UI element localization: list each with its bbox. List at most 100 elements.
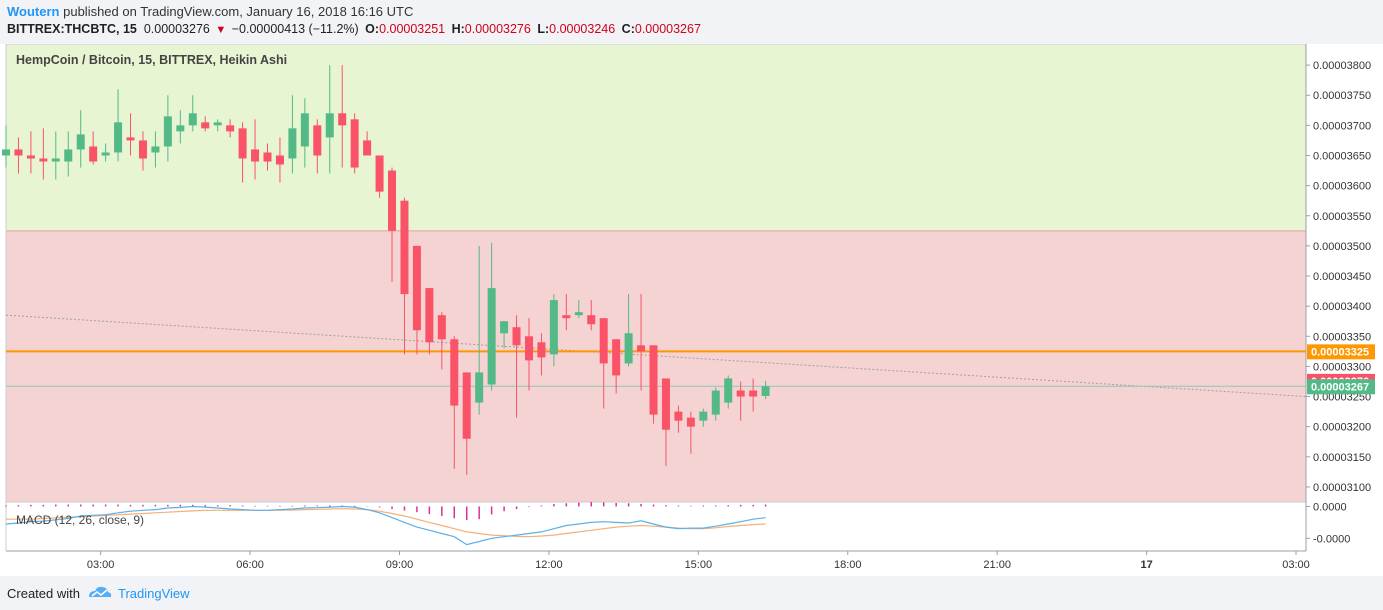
y-tick-label: 0.00003750 — [1313, 90, 1371, 102]
candle-body — [325, 113, 334, 138]
candle-body — [363, 140, 372, 156]
chart-area[interactable]: 0.00003800 0.00003750 0.00003700 0.00003650… — [0, 44, 1383, 576]
candle-body — [612, 339, 621, 376]
y-tick-label: 0.00003200 — [1313, 422, 1371, 434]
candle-body — [425, 288, 434, 343]
y-tick-label: 0.00003600 — [1313, 181, 1371, 193]
y-tick-label: 0.00003800 — [1313, 60, 1371, 72]
macd-y-tick-label: -0.0000 — [1313, 533, 1350, 545]
candle-body — [226, 125, 235, 132]
candle-body — [350, 119, 359, 168]
candle-body — [288, 128, 297, 159]
candle-body — [201, 122, 210, 129]
candle-body — [400, 200, 409, 295]
y-tick-label: 0.00003100 — [1313, 482, 1371, 494]
candle-body — [686, 417, 695, 427]
candle-body — [512, 327, 521, 346]
candle-body — [138, 140, 147, 159]
y-tick-label: 0.00003700 — [1313, 120, 1371, 132]
candles-layer — [2, 65, 770, 475]
x-tick-label: 18:00 — [834, 559, 862, 571]
top-bar: Woutern published on TradingView.com, Ja… — [0, 0, 1383, 44]
candle-body — [151, 146, 160, 153]
candle-body — [574, 312, 583, 316]
candle-body — [761, 386, 770, 396]
candle-body — [524, 336, 533, 361]
down-triangle-icon: ▼ — [215, 24, 227, 36]
y-tick-label: 0.00003550 — [1313, 211, 1371, 223]
candle-body — [624, 333, 633, 364]
candle-body — [176, 125, 185, 132]
candle-body — [313, 125, 322, 156]
candle-body — [749, 390, 758, 397]
candle-body — [238, 128, 247, 159]
x-tick-label: 03:00 — [1282, 559, 1310, 571]
candle-body — [437, 315, 446, 340]
candle-body — [188, 113, 197, 126]
candle-body — [163, 116, 172, 147]
high-value: 0.00003276 — [464, 22, 531, 36]
candle-body — [2, 149, 10, 156]
resistance-zone — [6, 44, 1306, 231]
y-tick-label: 0.00003300 — [1313, 361, 1371, 373]
candle-body — [76, 134, 85, 150]
open-label: O: — [365, 22, 380, 36]
x-tick-label: 12:00 — [535, 559, 563, 571]
y-tick-label: 0.00003150 — [1313, 452, 1371, 464]
y-tick-label: 0.00003450 — [1313, 271, 1371, 283]
open-value: 0.00003251 — [379, 22, 446, 36]
support-price-tag: 0.00003325 — [1311, 346, 1369, 358]
macd-signal-line — [6, 508, 766, 538]
candle-body — [263, 152, 272, 162]
candle-body — [26, 155, 35, 159]
y-tick-label: 0.00003400 — [1313, 301, 1371, 313]
low-value: 0.00003246 — [549, 22, 616, 36]
author-link[interactable]: Woutern — [7, 4, 60, 19]
candle-body — [724, 378, 733, 403]
candle-body — [599, 318, 608, 364]
candle-body — [462, 372, 471, 439]
low-label: L: — [537, 22, 550, 36]
last-price: 0.00003276 — [143, 22, 210, 36]
tradingview-logo-icon[interactable] — [87, 584, 113, 600]
y-tick-label: 0.00003250 — [1313, 392, 1371, 404]
candle-body — [213, 122, 222, 126]
candle-body — [51, 158, 60, 162]
candle-body — [101, 152, 110, 156]
candle-body — [375, 155, 384, 192]
candle-body — [126, 137, 135, 141]
x-tick-label: 09:00 — [386, 559, 414, 571]
bottom-bar: Created with TradingView — [0, 576, 1383, 610]
candle-body — [711, 390, 720, 415]
ticker-line: BITTREX:THCBTC, 15 0.00003276 ▼ −0.00000… — [7, 22, 701, 36]
support-price-tag-bg — [1307, 344, 1375, 360]
tradingview-link[interactable]: TradingView — [118, 586, 190, 601]
candle-body — [64, 149, 73, 162]
candle-body — [300, 113, 309, 147]
candle-body — [89, 146, 98, 162]
macd-y-tick-label: 0.0000 — [1313, 501, 1347, 513]
created-with-label: Created with — [7, 586, 80, 601]
close-price-tag-bg — [1307, 379, 1375, 395]
price-chart[interactable]: 0.00003800 0.00003750 0.00003700 0.00003650… — [0, 44, 1383, 576]
close-label: C: — [621, 22, 635, 36]
candle-body — [661, 378, 670, 430]
macd-title: MACD (12, 26, close, 9) — [16, 513, 144, 527]
y-tick-label: 0.00003500 — [1313, 241, 1371, 253]
macd-layer — [5, 502, 767, 546]
grid-layer — [5, 44, 1307, 552]
chart-title: HempCoin / Bitcoin, 15, BITTREX, Heikin … — [16, 53, 287, 67]
candle-body — [114, 122, 123, 153]
x-tick-label: 21:00 — [983, 559, 1011, 571]
published-line: Woutern published on TradingView.com, Ja… — [7, 4, 413, 19]
candle-body — [562, 315, 571, 319]
x-tick-label: 06:00 — [236, 559, 264, 571]
y-tick-label: 0.00003650 — [1313, 150, 1371, 162]
candle-body — [338, 113, 347, 126]
close-value: 0.00003267 — [634, 22, 701, 36]
close-price-tag: 0.00003267 — [1311, 381, 1369, 393]
published-text: published on TradingView.com, January 16… — [63, 4, 414, 19]
trendline — [5, 314, 1307, 398]
candle-body — [674, 411, 683, 421]
candle-body — [500, 321, 509, 334]
